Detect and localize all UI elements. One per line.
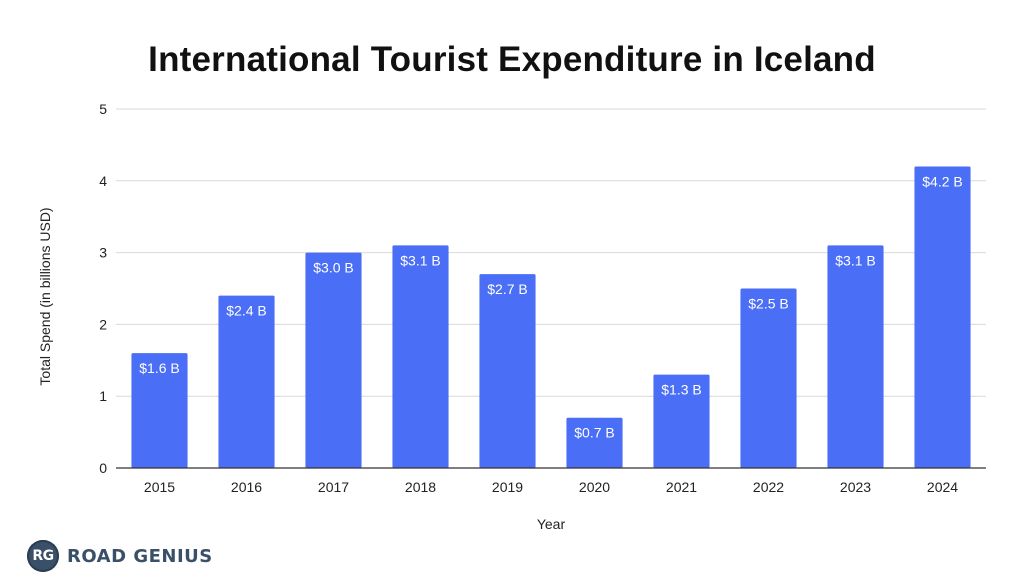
- x-tick-label: 2024: [927, 479, 958, 495]
- x-tick-label: 2016: [231, 479, 262, 495]
- y-tick-label: 1: [99, 388, 107, 404]
- x-tick-label: 2017: [318, 479, 349, 495]
- y-tick-label: 2: [99, 316, 107, 332]
- x-tick-label: 2023: [840, 479, 871, 495]
- bar-data-label: $3.0 B: [313, 260, 353, 276]
- bar: [740, 288, 797, 468]
- y-tick-label: 3: [99, 245, 107, 261]
- x-tick-label: 2022: [753, 479, 784, 495]
- x-tick-label: 2020: [579, 479, 610, 495]
- bar-data-label: $1.6 B: [139, 360, 179, 376]
- x-axis-ticks: 2015 2016 2017 2018 2019 2020 2021 2022 2023 2024: [144, 479, 958, 495]
- y-axis-title: Total Spend (in billions USD): [37, 207, 53, 385]
- bar-data-label: $3.1 B: [400, 252, 440, 268]
- bar-data-label: $2.4 B: [226, 303, 266, 319]
- y-tick-label: 5: [99, 101, 107, 117]
- x-tick-label: 2018: [405, 479, 436, 495]
- bar-data-label: $2.7 B: [487, 281, 527, 297]
- brand-name: ROAD GENIUS: [67, 545, 213, 567]
- bar: [827, 245, 884, 468]
- x-tick-label: 2021: [666, 479, 697, 495]
- bar-data-label: $4.2 B: [922, 173, 962, 189]
- y-tick-label: 4: [99, 173, 107, 189]
- bar: [392, 245, 449, 468]
- bar-data-label: $0.7 B: [574, 425, 614, 441]
- bar-data-label: $1.3 B: [661, 382, 701, 398]
- y-tick-label: 0: [99, 460, 107, 476]
- bar: [479, 274, 536, 468]
- chart-title: International Tourist Expenditure in Ice…: [148, 40, 876, 79]
- y-axis-ticks: 0 1 2 3 4 5: [99, 101, 107, 476]
- bar-data-label: $3.1 B: [835, 252, 875, 268]
- bar: [131, 353, 188, 468]
- bar: [653, 374, 710, 468]
- bar: [218, 295, 275, 468]
- brand-logo: RG ROAD GENIUS: [27, 539, 213, 573]
- bar-data-label: $2.5 B: [748, 296, 788, 312]
- x-axis-title: Year: [537, 516, 566, 532]
- bar: [305, 252, 362, 468]
- x-tick-label: 2015: [144, 479, 175, 495]
- bars: $1.6 B $2.4 B $3.0 B $3.1 B $2.7 B $0.7 B $1.3…: [131, 166, 971, 468]
- bar: [566, 417, 623, 468]
- bar: [914, 166, 971, 468]
- brand-badge-icon: RG: [27, 540, 59, 572]
- x-tick-label: 2019: [492, 479, 523, 495]
